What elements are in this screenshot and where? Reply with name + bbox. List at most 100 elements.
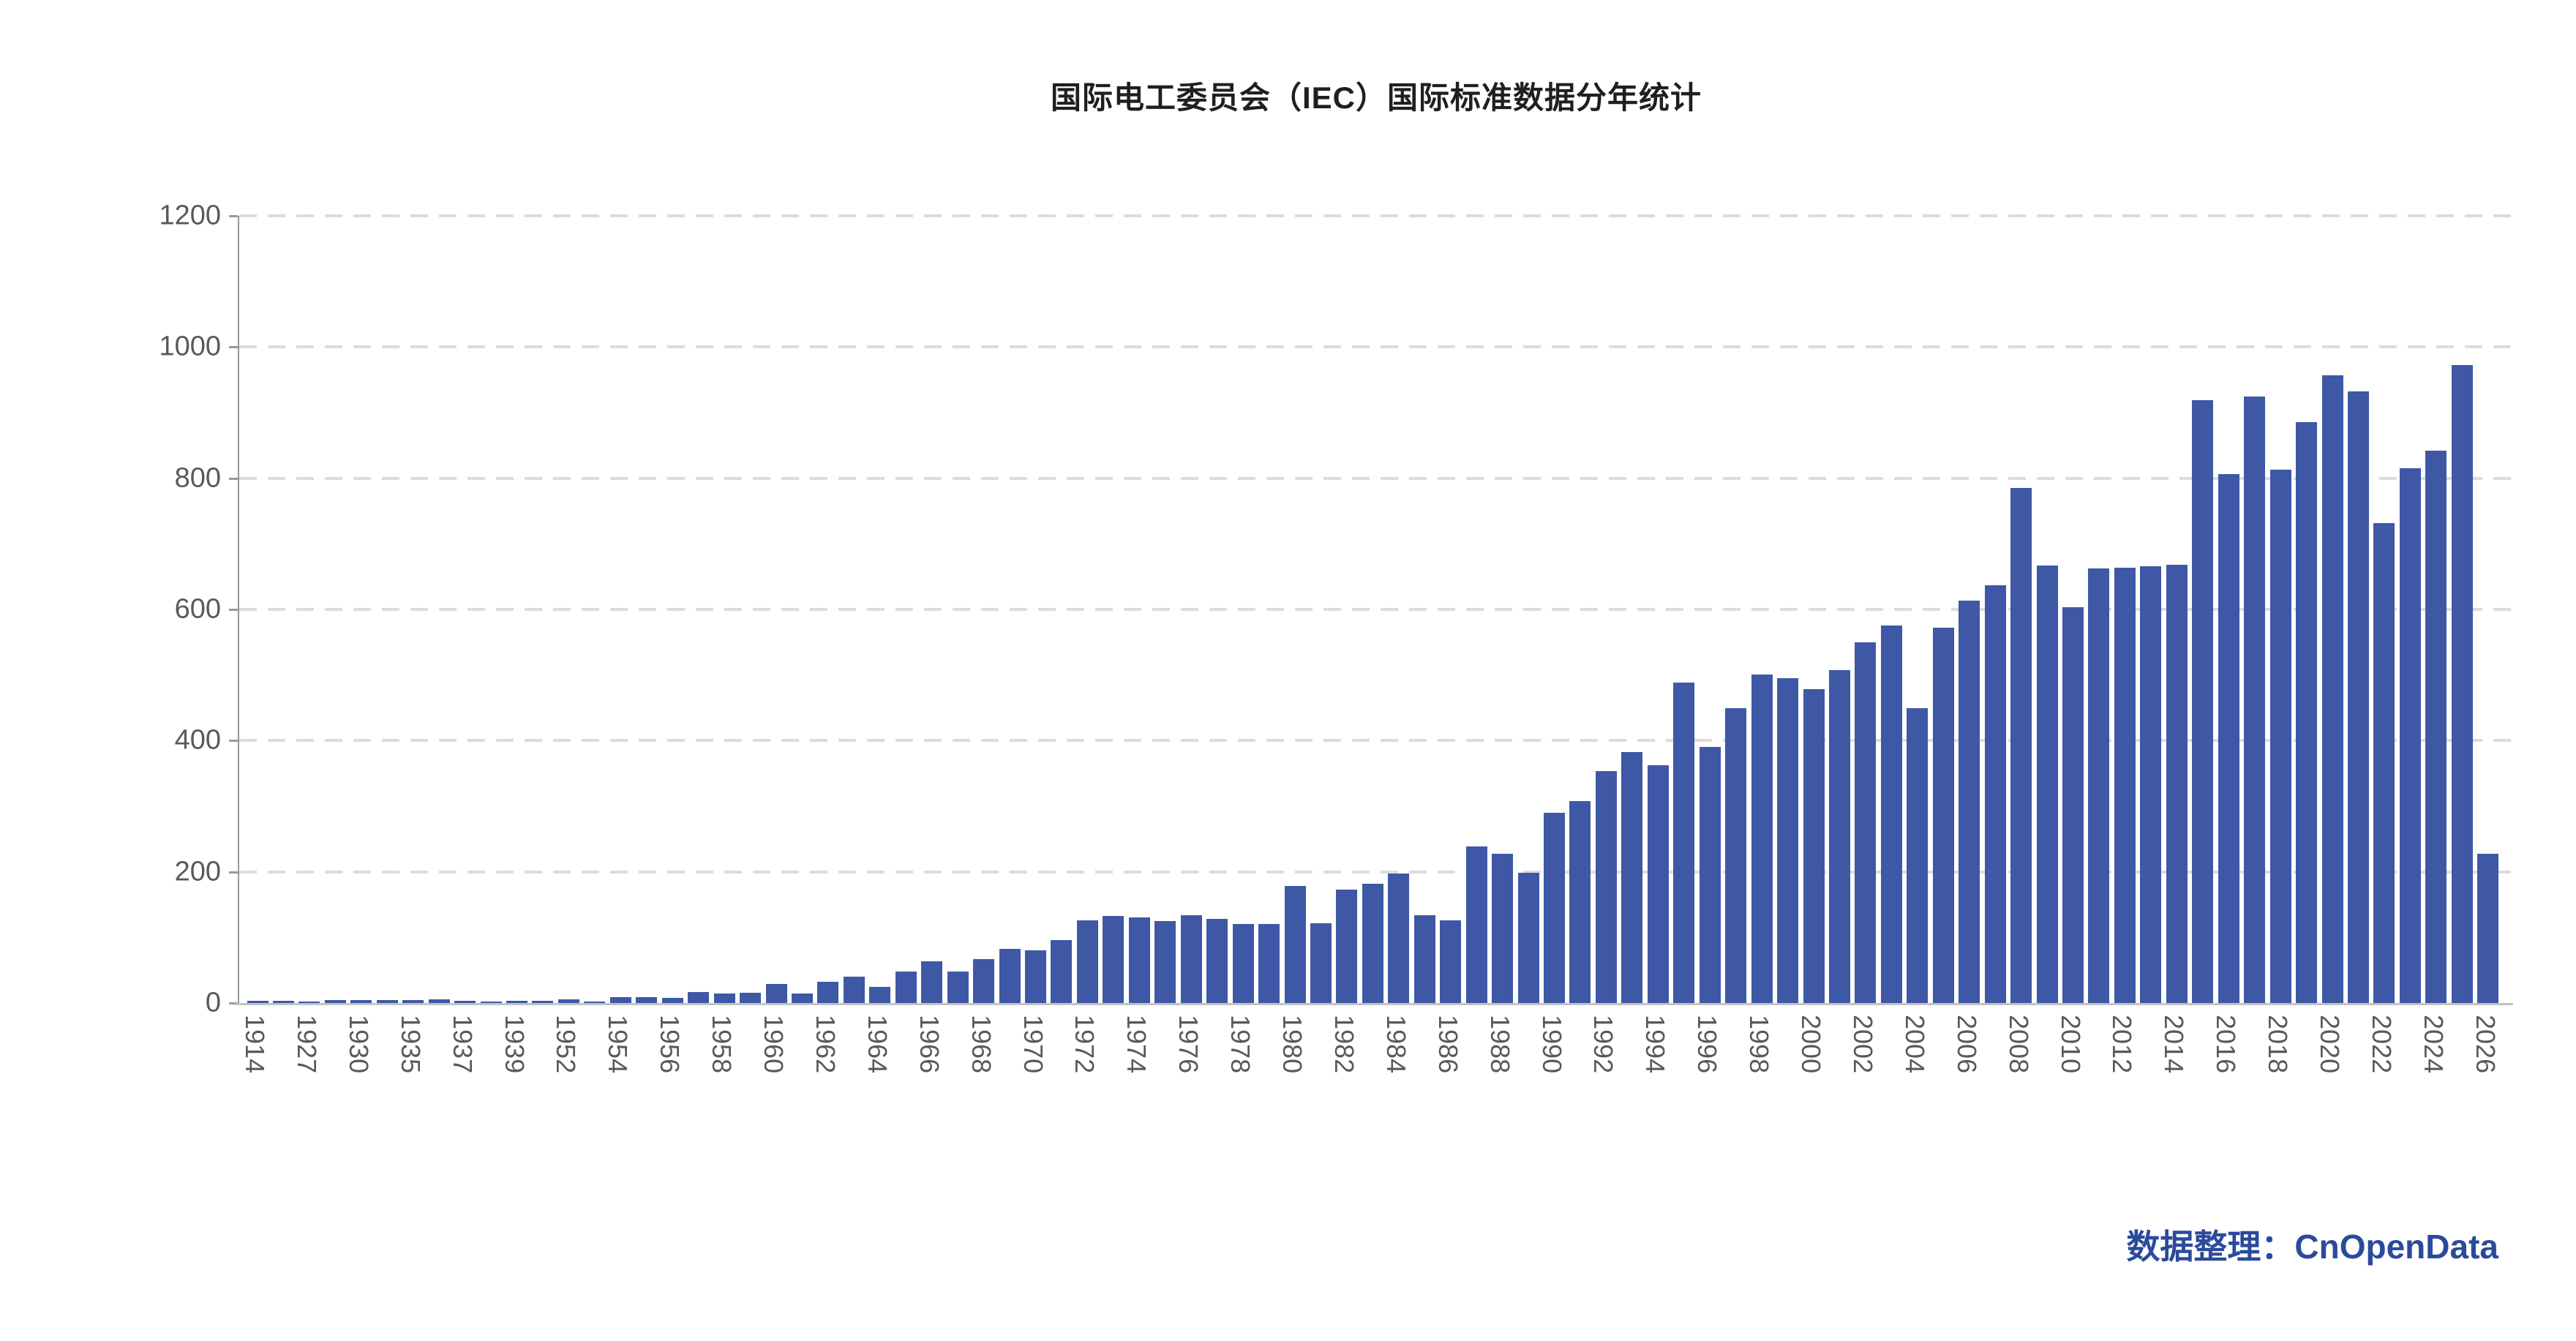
bar-bar-73 xyxy=(2140,566,2162,1003)
bar-1937 xyxy=(454,1001,476,1003)
x-axis-label-2018: 2018 xyxy=(2263,1015,2294,1074)
x-axis-label-2004: 2004 xyxy=(1899,1015,1930,1074)
x-axis-line xyxy=(235,1003,2513,1005)
bar-1988 xyxy=(1492,853,1514,1003)
bar-1927 xyxy=(298,1002,320,1003)
gridline-800 xyxy=(239,476,2513,480)
bar-bar-1 xyxy=(272,1001,294,1003)
bar-bar-49 xyxy=(1517,873,1539,1003)
bar-bar-47 xyxy=(1465,846,1487,1003)
x-axis-label-1939: 1939 xyxy=(499,1015,530,1074)
bar-1996 xyxy=(1699,747,1721,1003)
x-axis-label-1937: 1937 xyxy=(447,1015,478,1074)
y-tick-600 xyxy=(229,609,238,611)
bar-bar-35 xyxy=(1154,920,1176,1003)
y-tick-1000 xyxy=(229,346,238,349)
bar-1956 xyxy=(661,997,683,1003)
bar-bar-19 xyxy=(740,992,762,1003)
gridline-1200 xyxy=(239,214,2513,217)
y-axis-line xyxy=(238,216,239,1005)
bar-1958 xyxy=(713,993,735,1003)
x-axis-label-1976: 1976 xyxy=(1174,1015,1204,1074)
x-axis-label-1986: 1986 xyxy=(1432,1015,1463,1074)
bar-bar-21 xyxy=(791,993,813,1003)
bar-bar-61 xyxy=(1828,670,1850,1003)
x-axis-label-2014: 2014 xyxy=(2159,1015,2190,1074)
bar-1968 xyxy=(973,958,995,1003)
y-axis-label-0: 0 xyxy=(205,987,221,1018)
plot-area: 0 200 400 600 800 1000 1200 1914 1927 1930 1935 19… xyxy=(159,200,2513,1073)
x-axis-label-1998: 1998 xyxy=(1744,1015,1775,1074)
x-axis-label-1980: 1980 xyxy=(1277,1015,1307,1074)
bar-2012 xyxy=(2114,567,2136,1003)
x-axis-label-2002: 2002 xyxy=(1847,1015,1878,1074)
x-axis-label-1982: 1982 xyxy=(1329,1015,1359,1074)
x-axis-label-2010: 2010 xyxy=(2055,1015,2086,1074)
bar-2008 xyxy=(2010,488,2032,1003)
x-axis-label-2026: 2026 xyxy=(2470,1015,2501,1074)
bar-2014 xyxy=(2166,565,2188,1003)
bar-1939 xyxy=(506,1001,527,1003)
x-axis-label-1974: 1974 xyxy=(1122,1015,1152,1074)
data-source-credit: 数据整理：CnOpenData xyxy=(2126,1228,2498,1266)
x-axis-label-1972: 1972 xyxy=(1070,1015,1100,1074)
x-axis-label-2006: 2006 xyxy=(1951,1015,1982,1074)
x-axis-label-1970: 1970 xyxy=(1018,1015,1048,1074)
bar-1998 xyxy=(1751,674,1773,1003)
y-tick-0 xyxy=(229,1002,238,1004)
bar-bar-63 xyxy=(1880,625,1902,1003)
x-axis-label-1996: 1996 xyxy=(1692,1015,1723,1074)
bar-2026 xyxy=(2477,853,2499,1003)
bar-bar-57 xyxy=(1725,707,1747,1003)
bar-1972 xyxy=(1076,920,1098,1003)
bar-1964 xyxy=(869,986,891,1003)
x-axis-label-2024: 2024 xyxy=(2418,1015,2449,1074)
gridline-200 xyxy=(239,870,2513,874)
bar-bar-27 xyxy=(947,971,969,1003)
bar-bar-17 xyxy=(688,991,710,1003)
x-axis-label-1984: 1984 xyxy=(1381,1015,1411,1074)
x-axis-label-2016: 2016 xyxy=(2211,1015,2242,1074)
x-axis-label-2012: 2012 xyxy=(2107,1015,2138,1074)
bar-1984 xyxy=(1388,874,1410,1003)
x-axis-label-1978: 1978 xyxy=(1225,1015,1256,1074)
bar-bar-69 xyxy=(2036,565,2058,1003)
bar-bar-23 xyxy=(843,977,865,1003)
y-axis-label-800: 800 xyxy=(174,462,221,494)
bar-1935 xyxy=(402,1000,424,1003)
bar-bar-53 xyxy=(1621,752,1643,1003)
bar-2006 xyxy=(1959,601,1980,1003)
y-axis-label-1000: 1000 xyxy=(159,331,221,362)
bar-bar-77 xyxy=(2244,397,2266,1003)
x-axis-label-1914: 1914 xyxy=(240,1015,270,1074)
bar-1986 xyxy=(1440,920,1462,1003)
bar-2004 xyxy=(1907,707,1929,1003)
bar-bar-67 xyxy=(1984,585,2006,1003)
bar-bar-75 xyxy=(2192,399,2214,1003)
x-axis-label-1994: 1994 xyxy=(1640,1015,1671,1074)
bar-2022 xyxy=(2373,522,2395,1003)
bar-1930 xyxy=(350,1000,372,1003)
x-axis-label-1952: 1952 xyxy=(551,1015,582,1074)
bar-2024 xyxy=(2425,451,2447,1003)
bar-bar-3 xyxy=(324,1000,346,1003)
bar-bar-71 xyxy=(2088,568,2110,1003)
bar-1954 xyxy=(609,996,631,1003)
bar-bar-9 xyxy=(480,1002,502,1003)
bar-bar-15 xyxy=(636,996,658,1003)
x-axis-label-2022: 2022 xyxy=(2366,1015,2397,1074)
chart-title: 国际电工委员会（IEC）国际标准数据分年统计 xyxy=(1050,80,1702,115)
bar-1962 xyxy=(817,982,839,1003)
bar-2020 xyxy=(2321,375,2343,1003)
gridline-600 xyxy=(239,608,2513,611)
x-axis-label-1956: 1956 xyxy=(655,1015,686,1074)
bar-bar-41 xyxy=(1310,923,1332,1003)
bar-2010 xyxy=(2062,607,2084,1003)
y-axis-label-200: 200 xyxy=(174,856,221,887)
x-axis-label-1992: 1992 xyxy=(1588,1015,1619,1074)
x-axis-label-2020: 2020 xyxy=(2315,1015,2345,1074)
bar-bar-29 xyxy=(999,949,1021,1003)
bar-1980 xyxy=(1284,886,1306,1003)
bar-bar-39 xyxy=(1258,924,1280,1003)
